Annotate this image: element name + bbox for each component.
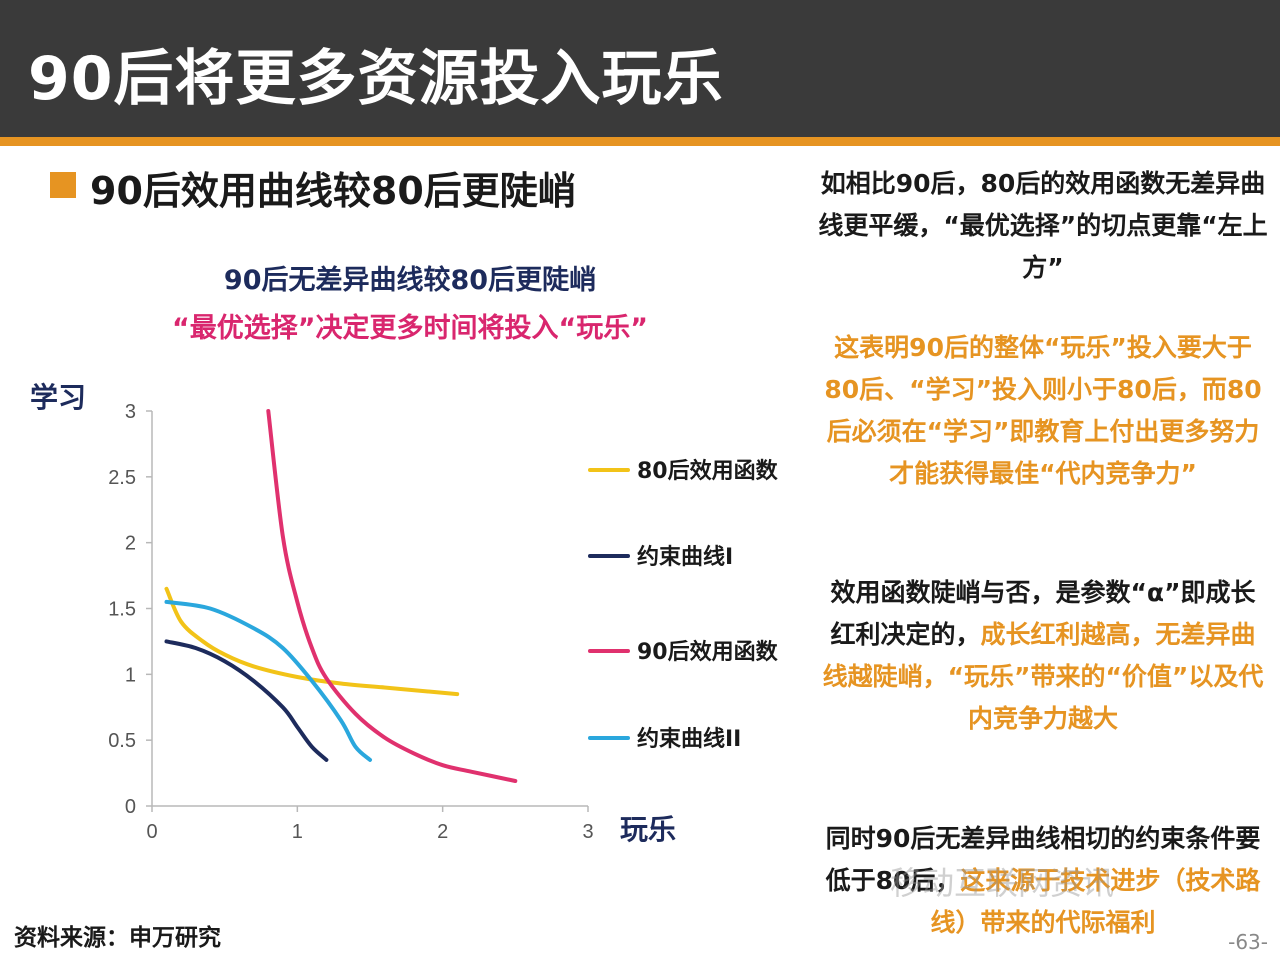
- page-title: 90后将更多资源投入玩乐: [28, 44, 724, 114]
- legend-label-1: 80后效用函数: [637, 458, 779, 484]
- series-line-4: [164, 599, 372, 762]
- section-subtitle: 90后效用曲线较80后更陡峭: [90, 169, 576, 213]
- chart-subtitle: “最优选择”决定更多时间将投入“玩乐”: [172, 313, 648, 344]
- watermark: 移动互联网资讯: [890, 864, 1115, 902]
- bullet-square-icon: [50, 172, 76, 198]
- series-line-2: [164, 639, 329, 762]
- series-line-3: [266, 409, 518, 783]
- explanation-paragraph-1: 如相比90后，80后的效用函数无差异曲线更平缓，“最优选择”的切点更靠“左上方”: [818, 169, 1268, 282]
- y-tick-label: 1.5: [108, 599, 136, 621]
- paragraph-4-text: 同时90后无差异曲线相切的约束条件要低于80后，: [825, 824, 1261, 895]
- legend-label-4: 约束曲线II: [637, 726, 741, 752]
- x-tick-label: 0: [146, 821, 157, 843]
- y-tick-label: 2: [125, 533, 136, 555]
- chart-title: 90后无差异曲线较80后更陡峭: [223, 265, 597, 296]
- y-tick-label: 2.5: [108, 467, 136, 489]
- explanation-paragraph-2: 这表明90后的整体“玩乐”投入要大于80后、“学习”投入则小于80后，而80后必…: [824, 333, 1262, 488]
- paragraph-3-highlight: 成长红利越高，无差异曲线越陡峭，“玩乐”带来的“价值”以及代内竞争力越大: [822, 620, 1264, 733]
- page-number: -63-: [1228, 930, 1268, 954]
- chart-y-axis-label: 学习: [30, 381, 87, 414]
- legend-label-3: 90后效用函数: [637, 639, 779, 665]
- header-bar: [0, 0, 1280, 137]
- x-tick-label: 2: [437, 821, 448, 843]
- series-line-1: [164, 586, 460, 697]
- header-accent-stripe: [0, 137, 1280, 146]
- explanation-paragraph-3: 效用函数陡峭与否，是参数“α”即成长红利决定的，成长红利越高，无差异曲线越陡峭，…: [818, 572, 1268, 740]
- x-tick-label: 1: [292, 821, 303, 843]
- source-note: 资料来源：申万研究: [14, 925, 221, 951]
- chart-x-axis-label: 玩乐: [620, 813, 677, 846]
- y-tick-label: 0.5: [108, 730, 136, 752]
- x-tick-label: 3: [582, 821, 593, 843]
- y-tick-label: 1: [125, 664, 136, 686]
- legend-label-2: 约束曲线I: [637, 544, 733, 570]
- explanation-paragraph-4: 同时90后无差异曲线相切的约束条件要低于80后，这来源于技术进步（技术路线）带来…: [818, 818, 1268, 944]
- y-tick-label: 3: [125, 401, 136, 423]
- paragraph-4-highlight: 这来源于技术进步（技术路线）带来的代际福利: [930, 866, 1261, 937]
- y-tick-label: 0: [125, 796, 136, 818]
- paragraph-3-text: 效用函数陡峭与否，是参数“α”即成长红利决定的，: [830, 578, 1256, 649]
